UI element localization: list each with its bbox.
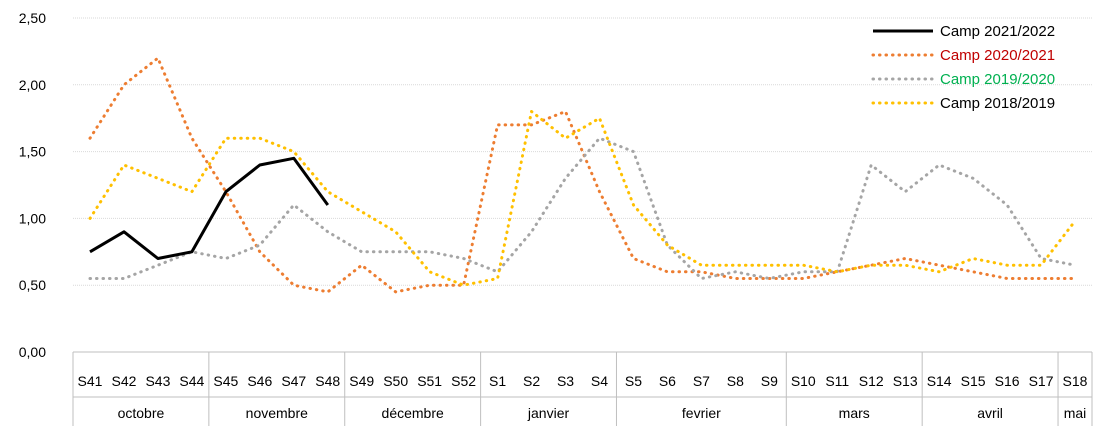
x-tick-label: S13: [893, 373, 918, 389]
x-tick-label: S48: [315, 373, 340, 389]
x-tick-label: S12: [859, 373, 884, 389]
x-tick-label: S41: [78, 373, 103, 389]
x-tick-label: S46: [247, 373, 272, 389]
series-line: [88, 136, 1077, 280]
y-tick-label: 1,50: [19, 144, 46, 160]
y-tick-label: 2,50: [19, 10, 46, 26]
x-tick-label: S51: [417, 373, 442, 389]
month-label: fevrier: [682, 405, 721, 421]
x-tick-label: S11: [825, 373, 849, 389]
month-label: mai: [1064, 405, 1087, 421]
x-tick-label: S5: [625, 373, 642, 389]
x-tick-label: S49: [349, 373, 374, 389]
x-tick-label: S6: [659, 373, 676, 389]
legend-label: Camp 2018/2019: [940, 95, 1055, 112]
x-tick-label: S7: [693, 373, 710, 389]
legend-label: Camp 2020/2021: [940, 47, 1055, 64]
month-label: avril: [977, 405, 1003, 421]
x-tick-label: S45: [213, 373, 238, 389]
x-tick-label: S9: [761, 373, 778, 389]
y-tick-label: 0,50: [19, 277, 46, 293]
series-lines: [88, 56, 1077, 294]
series-line: [88, 110, 1077, 287]
x-tick-label: S4: [591, 373, 608, 389]
month-label: octobre: [118, 405, 165, 421]
x-tick-label: S16: [995, 373, 1020, 389]
legend-label: Camp 2019/2020: [940, 71, 1055, 88]
y-tick-label: 1,00: [19, 210, 46, 226]
x-tick-label: S43: [145, 373, 170, 389]
x-tick-label: S47: [281, 373, 306, 389]
month-label: janvier: [527, 405, 570, 421]
x-tick-label: S15: [961, 373, 986, 389]
x-tick-label: S44: [179, 373, 204, 389]
x-tick-label: S3: [557, 373, 574, 389]
x-tick-label: S10: [791, 373, 816, 389]
x-axis: S41 S42 S43 S44 S45 S46 S47 S48 S49 S50 S51 S52 S1 S2…: [72, 351, 1093, 426]
x-tick-label: S2: [523, 373, 540, 389]
y-axis: 0,00 0,50 1,00 1,50 2,00 2,50: [19, 10, 46, 360]
legend-label: Camp 2021/2022: [940, 23, 1055, 40]
x-tick-label: S8: [727, 373, 744, 389]
x-tick-label: S42: [111, 373, 136, 389]
y-tick-label: 2,00: [19, 77, 46, 93]
legend: Camp 2021/2022 Camp 2020/2021 Camp 2019/20…: [871, 23, 1055, 112]
month-label: mars: [839, 405, 870, 421]
x-tick-label: S52: [451, 373, 476, 389]
x-tick-label: S17: [1029, 373, 1054, 389]
x-tick-label: S14: [927, 373, 952, 389]
series-line: [88, 56, 1077, 294]
month-label: novembre: [246, 405, 308, 421]
x-tick-label: S50: [383, 373, 408, 389]
series-line: [89, 156, 330, 260]
x-tick-label: S1: [489, 373, 506, 389]
y-tick-label: 0,00: [19, 344, 46, 360]
month-label: décembre: [382, 405, 444, 421]
x-tick-label: S18: [1063, 373, 1088, 389]
